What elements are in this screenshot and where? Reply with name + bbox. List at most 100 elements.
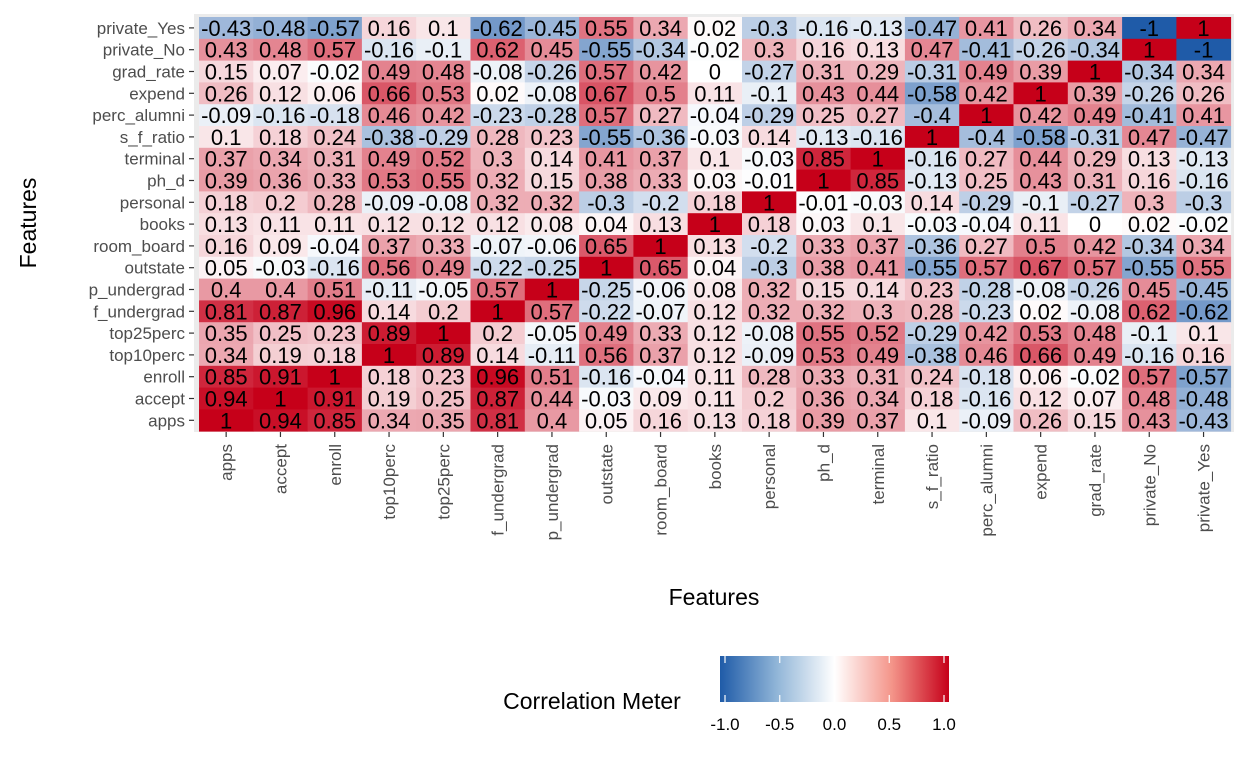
cell-value-label: -0.18 (961, 365, 1011, 390)
heatmap-cell (904, 169, 960, 192)
cell-value-label: 0.33 (422, 234, 465, 259)
x-tick-label: personal (760, 444, 779, 509)
heatmap-cell (1067, 213, 1123, 236)
heatmap-cell (470, 104, 526, 127)
cell-value-label: -0.16 (1178, 169, 1228, 194)
cell-value-label: -0.55 (907, 256, 957, 281)
heatmap-cell (1013, 256, 1069, 279)
heatmap-cell (361, 191, 417, 214)
heatmap-cell (579, 17, 634, 40)
heatmap-cell (742, 300, 797, 323)
cell-value-label: 0.28 (911, 299, 954, 324)
cell-value-label: 0.18 (748, 408, 791, 433)
cell-value-label: 0.87 (476, 387, 519, 412)
cell-value-label: 0.16 (1182, 343, 1225, 368)
cell-value-label: -0.3 (750, 256, 788, 281)
heatmap-cell (307, 126, 363, 149)
heatmap-cell (742, 147, 797, 170)
heatmap-cell (742, 126, 797, 149)
heatmap-cell (1176, 191, 1232, 214)
cell-value-label: 1 (383, 343, 395, 368)
heatmap-cell (253, 256, 308, 279)
cell-value-label: -0.55 (1124, 256, 1174, 281)
heatmap-cell (199, 256, 254, 279)
cell-value-label: 0.32 (476, 190, 519, 215)
heatmap-cell (470, 169, 526, 192)
cell-value-label: 0.06 (1019, 365, 1062, 390)
heatmap-cell (742, 17, 797, 40)
heatmap-cell (1067, 17, 1123, 40)
heatmap-cell (904, 126, 960, 149)
heatmap-cell (1013, 191, 1069, 214)
heatmap-cell (361, 126, 417, 149)
heatmap-cell (470, 278, 526, 301)
heatmap-cell (579, 213, 634, 236)
heatmap-cell (307, 344, 363, 367)
cell-value-label: 1 (274, 387, 286, 412)
heatmap-cell (579, 191, 634, 214)
cell-value-label: 0.62 (476, 38, 519, 63)
heatmap-cell (361, 60, 417, 83)
heatmap-cell (416, 278, 471, 301)
x-tick-label: grad_rate (1086, 444, 1105, 517)
cell-value-label: -0.16 (581, 365, 631, 390)
heatmap-cell (199, 104, 254, 127)
cell-value-label: 0.15 (205, 60, 248, 85)
heatmap-cell (361, 300, 417, 323)
heatmap-cell (579, 409, 634, 432)
y-tick-label: top10perc (109, 346, 185, 365)
cell-value-label: 0.27 (965, 147, 1008, 172)
heatmap-cell (470, 300, 526, 323)
heatmap-cell (199, 322, 254, 345)
heatmap-cell (199, 235, 254, 258)
cell-value-label: -0.03 (581, 387, 631, 412)
heatmap-cell (850, 38, 906, 61)
cell-value-label: 0.39 (205, 169, 248, 194)
heatmap-cell (796, 17, 851, 40)
cell-value-label: 1 (1035, 81, 1047, 106)
heatmap-cell (253, 17, 308, 40)
cell-value-label: 0.04 (693, 256, 736, 281)
cell-value-label: -0.3 (587, 190, 625, 215)
cell-value-label: -0.11 (528, 343, 577, 368)
heatmap-cell (253, 235, 308, 258)
y-tick-label: private_No (103, 41, 185, 60)
heatmap-cell (796, 365, 851, 388)
heatmap-cell (850, 365, 906, 388)
cell-value-label: -0.27 (1070, 190, 1120, 215)
heatmap-cell (524, 169, 580, 192)
heatmap-cell (904, 409, 960, 432)
heatmap-cell (1122, 104, 1177, 127)
x-tick-label: terminal (869, 444, 888, 504)
heatmap-cell (307, 278, 363, 301)
cell-value-label: 0.41 (965, 16, 1008, 41)
heatmap-cell (796, 387, 851, 410)
cell-value-label: 0.53 (368, 169, 411, 194)
cell-value-label: -0.38 (907, 343, 957, 368)
heatmap-cell (742, 191, 797, 214)
cell-value-label: 0.34 (1182, 60, 1225, 85)
cell-value-label: -0.08 (473, 60, 523, 85)
heatmap-cell (850, 322, 906, 345)
cell-value-label: 0.13 (639, 212, 682, 237)
heatmap-cell (361, 104, 417, 127)
heatmap-cell (524, 38, 580, 61)
heatmap-cell (742, 387, 797, 410)
heatmap-cell (470, 344, 526, 367)
heatmap-cell (904, 344, 960, 367)
cell-value-label: 1 (220, 408, 232, 433)
cell-value-label: -0.09 (744, 343, 794, 368)
cell-value-label: 0.2 (265, 190, 296, 215)
cell-value-label: 0.31 (313, 147, 356, 172)
cell-value-label: 0.15 (531, 169, 574, 194)
cell-value-label: 0.41 (585, 147, 628, 172)
heatmap-cell (1013, 213, 1069, 236)
heatmap-cell (307, 104, 363, 127)
heatmap-cell (633, 278, 689, 301)
legend-tick-label: 0.5 (877, 715, 901, 734)
heatmap-cell (1013, 147, 1069, 170)
cell-value-label: 1 (1089, 60, 1101, 85)
heatmap-cell (1176, 235, 1232, 258)
cell-value-label: 0.26 (1019, 408, 1062, 433)
heatmap-cell (416, 256, 471, 279)
